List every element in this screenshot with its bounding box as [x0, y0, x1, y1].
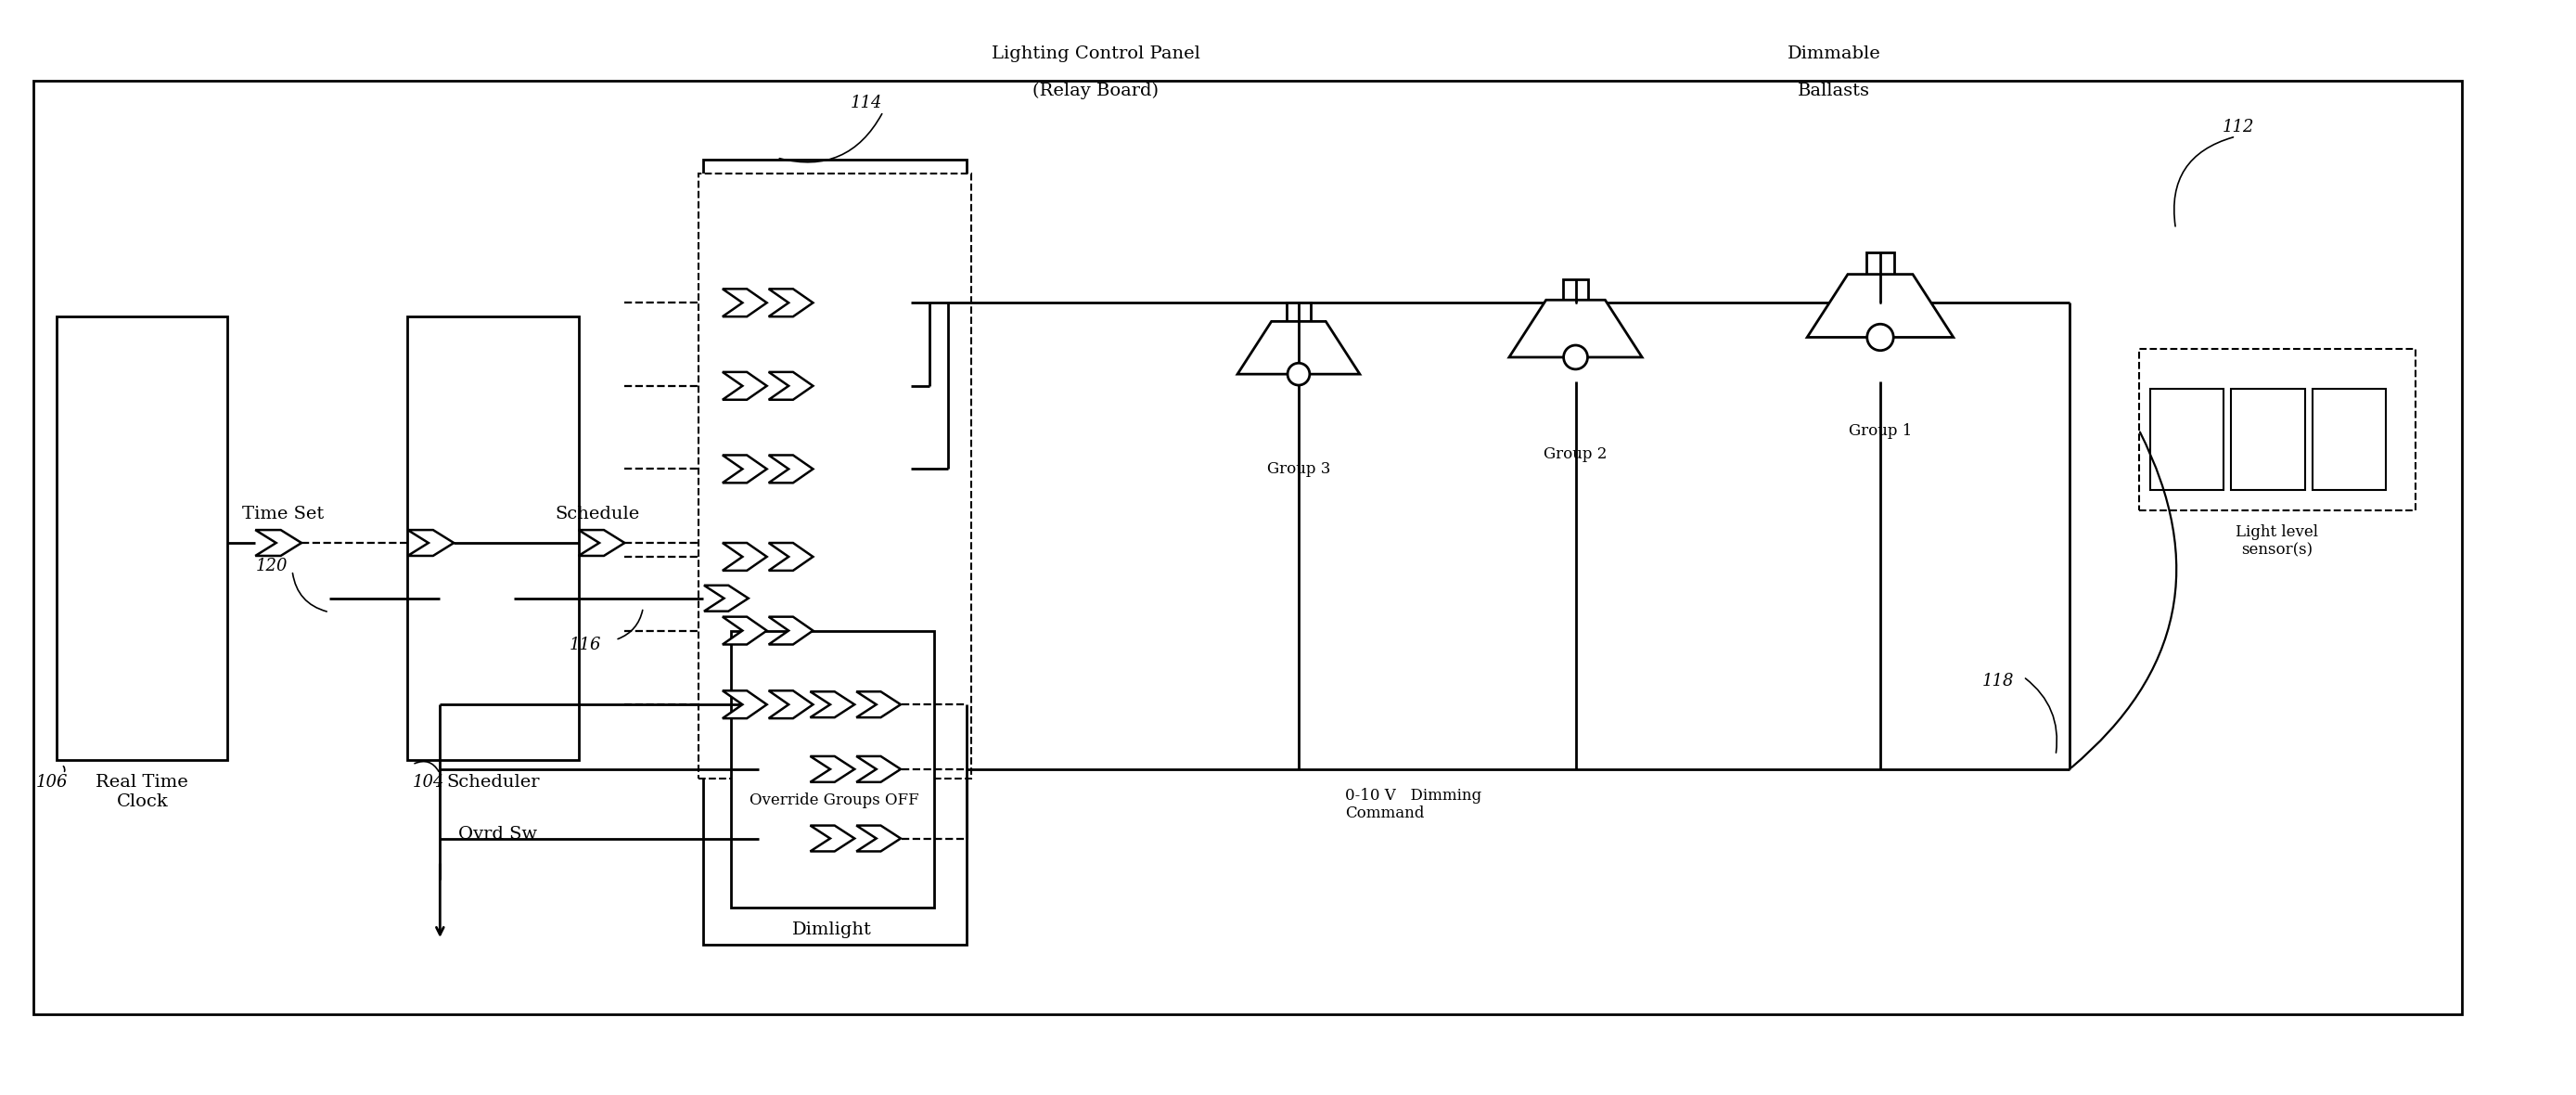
Polygon shape — [1808, 275, 1953, 337]
Bar — [33, 81, 2463, 1014]
Text: Ovrd Sw: Ovrd Sw — [459, 826, 538, 842]
Polygon shape — [1510, 300, 1641, 357]
Text: Lighting Control Panel: Lighting Control Panel — [992, 46, 1200, 62]
Polygon shape — [811, 692, 855, 717]
Text: Group 2: Group 2 — [1543, 446, 1607, 462]
Circle shape — [1868, 324, 1893, 350]
Text: 0-10 V   Dimming
Command: 0-10 V Dimming Command — [1345, 787, 1481, 821]
Text: 120: 120 — [255, 557, 289, 574]
Polygon shape — [768, 543, 814, 570]
Bar — [2151, 389, 2223, 491]
Circle shape — [1564, 345, 1587, 369]
Text: Dimmable: Dimmable — [1788, 46, 1880, 62]
Polygon shape — [721, 691, 768, 718]
Polygon shape — [721, 616, 768, 645]
Bar — [703, 160, 966, 945]
Polygon shape — [811, 826, 855, 852]
Text: 116: 116 — [569, 636, 600, 653]
Bar — [2138, 349, 2416, 510]
Text: Light level
sensor(s): Light level sensor(s) — [2236, 525, 2318, 558]
Text: 114: 114 — [850, 95, 884, 112]
Polygon shape — [703, 586, 750, 611]
Polygon shape — [1236, 322, 1360, 374]
Polygon shape — [768, 289, 814, 316]
Text: Override Groups OFF: Override Groups OFF — [750, 793, 920, 808]
Polygon shape — [855, 826, 902, 852]
Polygon shape — [255, 530, 301, 556]
Polygon shape — [855, 692, 902, 717]
Text: Group 1: Group 1 — [1850, 423, 1911, 439]
Bar — [850, 277, 912, 328]
Polygon shape — [721, 289, 768, 316]
Polygon shape — [407, 530, 453, 556]
Polygon shape — [855, 757, 902, 782]
Polygon shape — [580, 530, 623, 556]
Polygon shape — [721, 543, 768, 570]
Text: Ballasts: Ballasts — [1798, 83, 1870, 100]
Polygon shape — [768, 456, 814, 483]
Text: Group 3: Group 3 — [1267, 462, 1329, 477]
Text: (Relay Board): (Relay Board) — [1033, 82, 1159, 100]
Text: Time Set: Time Set — [242, 506, 325, 522]
Polygon shape — [811, 757, 855, 782]
Polygon shape — [768, 691, 814, 718]
Bar — [732, 631, 935, 908]
Text: 104: 104 — [412, 774, 443, 791]
Text: Schedule: Schedule — [554, 506, 639, 522]
Bar — [850, 443, 912, 495]
Text: Scheduler: Scheduler — [446, 774, 541, 791]
Polygon shape — [768, 372, 814, 400]
Circle shape — [1288, 364, 1309, 385]
Polygon shape — [768, 616, 814, 645]
Text: Dimlight: Dimlight — [793, 922, 873, 938]
Bar — [57, 316, 227, 760]
Bar — [698, 173, 971, 779]
Bar — [2313, 389, 2385, 491]
Polygon shape — [721, 372, 768, 400]
Polygon shape — [721, 456, 768, 483]
Bar — [1564, 279, 1589, 300]
Bar — [1865, 252, 1893, 275]
Bar — [407, 316, 580, 760]
Text: 118: 118 — [1981, 673, 2014, 690]
Bar — [2231, 389, 2306, 491]
Text: 112: 112 — [2223, 119, 2254, 136]
Text: Real Time
Clock: Real Time Clock — [95, 774, 188, 810]
Bar — [1288, 302, 1311, 322]
Text: 106: 106 — [36, 774, 67, 791]
Bar — [850, 360, 912, 412]
